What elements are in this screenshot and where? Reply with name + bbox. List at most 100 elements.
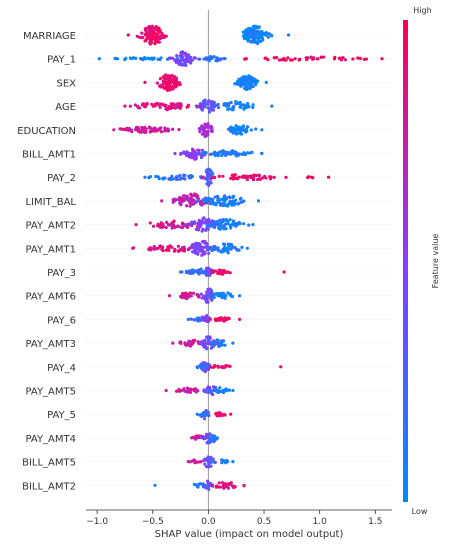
shap-point [216, 195, 220, 200]
shap-point [154, 174, 158, 179]
shap-point [221, 390, 225, 394]
feature-label: BILL_AMT5 [22, 458, 76, 469]
shap-point [210, 99, 214, 104]
shap-point [231, 388, 235, 393]
shap-point [202, 363, 207, 367]
shap-point [220, 202, 224, 206]
shap-point [213, 195, 217, 199]
shap-point [198, 413, 202, 417]
shap-point [282, 270, 286, 274]
shap-point [158, 36, 162, 41]
shap-point [260, 151, 264, 156]
shap-point [194, 390, 198, 394]
feature-label: PAY_AMT6 [25, 292, 76, 303]
shap-point [222, 224, 226, 228]
shap-point [206, 102, 210, 106]
shap-point [216, 105, 221, 110]
shap-point [309, 55, 313, 59]
shap-point [226, 251, 230, 255]
shap-point [254, 127, 258, 131]
shap-point [261, 38, 265, 42]
shap-point [228, 223, 232, 227]
shap-point [191, 250, 195, 254]
shap-point [244, 83, 248, 87]
shap-point [189, 223, 193, 227]
shap-point [152, 56, 156, 60]
shap-point [247, 105, 251, 109]
shap-point [206, 227, 210, 231]
shap-point [211, 439, 216, 443]
shap-point [190, 270, 194, 274]
shap-point [183, 197, 187, 202]
shap-point [192, 56, 196, 60]
shap-point [259, 30, 263, 34]
shap-point [234, 99, 238, 104]
shap-point [190, 152, 194, 156]
shap-point [245, 177, 250, 182]
shap-point [201, 99, 206, 104]
shap-point [293, 57, 297, 61]
shap-point [205, 130, 209, 134]
shap-point [195, 193, 199, 197]
shap-point [253, 40, 257, 44]
shap-point [209, 169, 213, 173]
shap-point [234, 221, 238, 226]
shap-point [242, 106, 246, 111]
shap-point [150, 24, 154, 28]
shap-point [232, 151, 236, 155]
shap-point [140, 127, 144, 131]
shap-point [177, 127, 181, 132]
shap-point [179, 176, 183, 180]
shap-point [263, 31, 268, 35]
shap-point [195, 105, 199, 109]
shap-point [251, 34, 256, 38]
feature-label: AGE [55, 102, 76, 113]
shap-point [256, 41, 260, 46]
shap-point [135, 34, 139, 38]
shap-point [147, 176, 151, 180]
shap-point [212, 364, 217, 369]
shap-point [223, 296, 227, 300]
shap-point [203, 294, 207, 298]
shap-point [170, 226, 174, 230]
shap-point [201, 217, 205, 221]
shap-point [193, 482, 198, 487]
shap-point [199, 460, 203, 464]
shap-point [228, 364, 232, 368]
shap-point [233, 127, 237, 131]
shap-point [215, 338, 219, 342]
shap-point [198, 364, 202, 368]
shap-point [200, 482, 204, 486]
shap-point [154, 32, 158, 36]
feature-label: PAY_AMT3 [25, 339, 76, 350]
shap-point [246, 77, 250, 81]
shap-point [247, 28, 252, 32]
feature-label: MARRIAGE [23, 31, 76, 42]
shap-point [186, 317, 190, 321]
shap-point [230, 243, 234, 247]
shap-point [228, 195, 232, 200]
shap-point [168, 82, 172, 86]
shap-point [244, 75, 248, 79]
shap-point [201, 175, 205, 179]
shap-point [286, 56, 290, 60]
shap-point [167, 248, 171, 253]
shap-point [247, 38, 251, 42]
shap-point [191, 340, 195, 345]
shap-point [220, 250, 224, 254]
feature-label: PAY_AMT4 [25, 434, 76, 445]
shap-point [175, 175, 179, 179]
shap-point [209, 365, 213, 369]
shap-point [148, 41, 152, 45]
shap-point [160, 34, 164, 38]
feature-label: BILL_AMT2 [22, 481, 76, 492]
shap-point [150, 33, 154, 37]
shap-point [200, 132, 204, 136]
shap-point [224, 153, 228, 157]
shap-point [247, 74, 252, 78]
shap-point [204, 56, 208, 60]
shap-point [220, 343, 224, 347]
shap-point [242, 222, 246, 226]
shap-point [186, 293, 190, 297]
shap-point [263, 56, 267, 60]
